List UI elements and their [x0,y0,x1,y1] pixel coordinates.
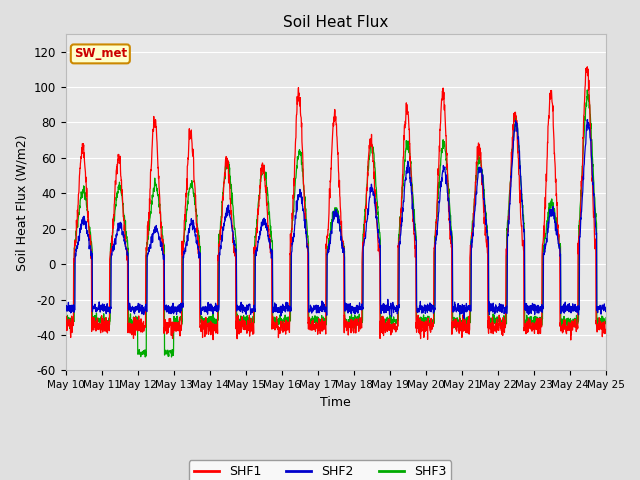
X-axis label: Time: Time [321,396,351,409]
SHF3 [168,354,175,360]
Line: SHF3: SHF3 [66,90,606,357]
SHF2 [351,311,359,316]
SHF1 [363,188,371,193]
SHF1 [212,327,220,333]
SHF2 [493,307,500,312]
SHF1 [570,324,577,330]
SHF1 [493,316,500,322]
SHF1 [351,322,359,328]
SHF3 [493,320,500,326]
SHF2 [555,240,563,246]
SHF1 [584,64,591,70]
SHF2 [570,308,577,314]
Title: Soil Heat Flux: Soil Heat Flux [283,15,388,30]
SHF3 [364,181,371,187]
SHF2 [584,117,591,122]
SHF3 [62,316,70,322]
SHF2 [212,307,220,313]
SHF2 [363,218,371,224]
Line: SHF2: SHF2 [66,120,606,318]
SHF2 [460,315,468,321]
SHF1 [554,230,562,236]
SHF3 [584,87,591,93]
SHF3 [555,237,563,242]
SHF3 [212,317,220,323]
SHF2 [62,308,70,313]
SHF2 [602,306,610,312]
Legend: SHF1, SHF2, SHF3: SHF1, SHF2, SHF3 [189,460,451,480]
Text: SW_met: SW_met [74,48,127,60]
Y-axis label: Soil Heat Flux (W/m2): Soil Heat Flux (W/m2) [15,134,28,271]
SHF1 [602,330,610,336]
Line: SHF1: SHF1 [66,67,606,340]
SHF3 [602,315,610,321]
SHF1 [62,315,70,321]
SHF3 [351,319,359,325]
SHF3 [570,317,577,323]
SHF1 [567,337,575,343]
